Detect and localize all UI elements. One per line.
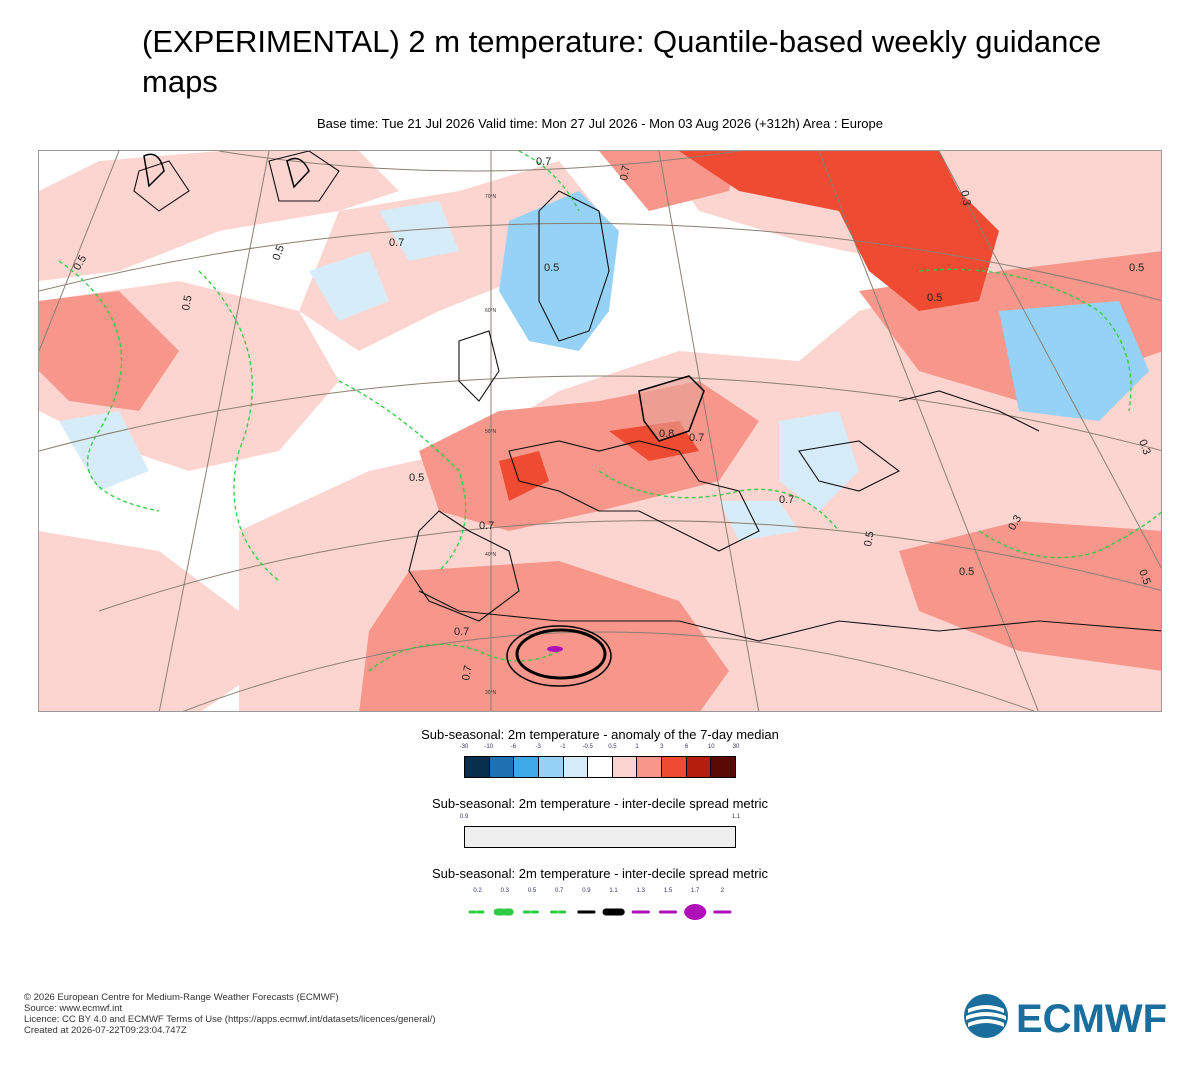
legend-spread-lines <box>468 904 732 920</box>
footer-licence: Licence: CC BY 4.0 and ECMWF Terms of Us… <box>24 1014 436 1025</box>
footer: © 2026 European Centre for Medium-Range … <box>24 992 436 1036</box>
legend-tick: -1 <box>560 744 566 750</box>
ecmwf-logo: ECMWF <box>964 994 1167 1040</box>
ecmwf-logo-text: ECMWF <box>1016 997 1167 1040</box>
graticule-label: 60°N <box>485 308 497 314</box>
legend-tick: 0.9 <box>459 814 469 820</box>
legend-anomaly-colorbar <box>464 756 736 778</box>
legend-tick: -6 <box>510 744 517 750</box>
contour-label: 0.5 <box>927 292 942 304</box>
legend-line-sample-blob <box>684 904 707 920</box>
legend-color-swatch <box>489 757 515 777</box>
legend-color-swatch <box>612 757 638 777</box>
legend-anomaly-ticks: -30 -10 -6 -3 -1 -0.5 0.5 1 3 6 10 30 <box>460 744 740 752</box>
legend-tick: 30 <box>732 744 740 750</box>
spread-contours-black <box>143 153 705 687</box>
graticule-label: 70°N <box>485 194 497 200</box>
legend-tick: 2 <box>720 888 725 894</box>
legend-color-swatch <box>711 757 736 777</box>
contour-label: 0.7 <box>389 237 404 249</box>
contour-label: 0.5 <box>862 530 876 547</box>
legend-tick: 6 <box>684 744 689 750</box>
legend-color-swatch <box>686 757 712 777</box>
legend-tick: -3 <box>535 744 541 750</box>
legend-tick: -30 <box>459 744 469 750</box>
legend-tick: 0.9 <box>582 888 591 894</box>
legend-color-swatch <box>588 757 613 777</box>
legend-anomaly-title: Sub-seasonal: 2m temperature - anomaly o… <box>421 727 779 742</box>
graticule-label: 40°N <box>485 552 497 558</box>
legend-tick: 1.1 <box>731 814 741 820</box>
contour-label: 0.5 <box>1136 568 1153 586</box>
legend-tick: 10 <box>707 744 715 750</box>
legend-tick: 1.5 <box>663 888 673 894</box>
contour-label: 0.5 <box>409 472 424 484</box>
legend-tick: 1 <box>635 744 639 750</box>
legend-spread-lines-ticks: 0.2 0.3 0.5 0.7 0.9 1.1 1.3 1.5 1.7 2 <box>464 888 736 896</box>
legend-color-swatch <box>637 757 663 777</box>
contour-label: 0.7 <box>779 494 794 506</box>
legend-color-swatch <box>465 757 490 777</box>
legend-tick: 0.2 <box>473 888 482 894</box>
coastlines <box>133 151 1161 642</box>
page-subtitle: Base time: Tue 21 Jul 2026 Valid time: M… <box>317 116 883 131</box>
page-title: (EXPERIMENTAL) 2 m temperature: Quantile… <box>142 24 1102 99</box>
legend-spread-ticks: 0.9 1.1 <box>460 814 740 822</box>
contour-label: 0.7 <box>460 664 474 681</box>
legend-tick: -10 <box>484 744 494 750</box>
contour-label: 0.5 <box>1129 262 1144 274</box>
legend-color-swatch <box>538 757 564 777</box>
legend-tick: -0.5 <box>582 744 593 750</box>
contour-label: 0.3 <box>1136 438 1153 456</box>
contour-label: 0.7 <box>454 626 469 638</box>
contour-label: 0.7 <box>479 520 494 532</box>
footer-source: Source: www.ecmwf.int <box>24 1003 123 1014</box>
contour-label: 0.3 <box>958 189 972 206</box>
legend-tick: 0.5 <box>608 744 617 750</box>
contour-label: 0.5 <box>271 244 288 262</box>
ecmwf-logo-icon <box>964 994 1008 1038</box>
graticule <box>39 151 1161 711</box>
contour-label: 0.7 <box>689 432 704 444</box>
footer-copyright: © 2026 European Centre for Medium-Range … <box>24 992 339 1003</box>
legend-color-swatch <box>563 757 589 777</box>
graticule-label: 50°N <box>485 429 497 435</box>
legend-tick: 1.3 <box>636 888 645 894</box>
legend-spread-title: Sub-seasonal: 2m temperature - inter-dec… <box>432 796 768 811</box>
legend-tick: 0.5 <box>527 888 537 894</box>
contour-label: 0.7 <box>618 164 632 181</box>
legend-color-swatch <box>662 757 687 777</box>
legend-spread-bar <box>464 826 736 848</box>
footer-created: Created at 2026-07-22T09:23:04.747Z <box>24 1025 187 1036</box>
legend-tick: 3 <box>660 744 664 750</box>
legend-spread-lines-title: Sub-seasonal: 2m temperature - inter-dec… <box>432 866 768 881</box>
contour-label: 0.7 <box>536 156 551 168</box>
legend-color-swatch <box>514 757 539 777</box>
europe-anomaly-map[interactable]: 0.7 0.5 0.5 0.5 0.7 0.5 0.7 0.7 0.5 0.7 … <box>38 150 1162 712</box>
graticule-label: 30°N <box>485 690 497 696</box>
legend-tick: 1.7 <box>691 888 700 894</box>
high-spread-marker <box>547 646 563 652</box>
contour-label: 0.5 <box>544 262 559 274</box>
contour-label: 0.5 <box>959 566 974 578</box>
contour-label: 0.5 <box>180 294 194 311</box>
spread-contours-green <box>58 151 1161 672</box>
legend-tick: 0.7 <box>555 888 564 894</box>
contour-labels: 0.7 0.5 0.5 0.5 0.7 0.5 0.7 0.7 0.5 0.7 … <box>71 156 1152 682</box>
graticule-labels: 70°N 60°N 50°N 40°N 30°N <box>485 194 497 696</box>
legend-tick: 0.3 <box>500 888 509 894</box>
legend-tick: 1.1 <box>609 888 618 894</box>
contour-label: 0.8 <box>659 428 674 440</box>
